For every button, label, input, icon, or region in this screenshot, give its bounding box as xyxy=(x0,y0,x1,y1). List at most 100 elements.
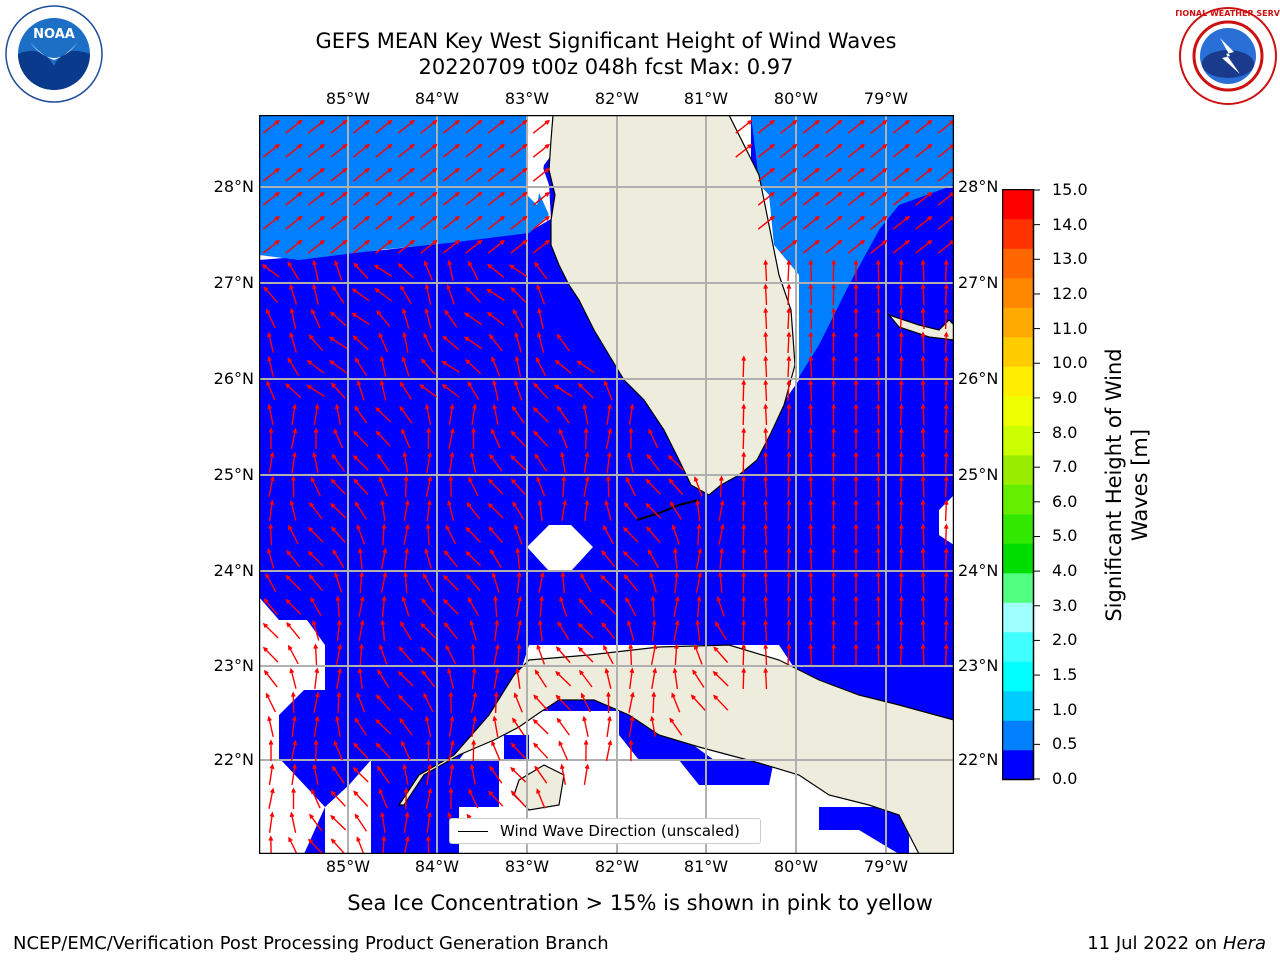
wave-arrow xyxy=(492,403,499,425)
map-frame xyxy=(259,115,954,854)
wave-arrow xyxy=(510,478,526,495)
wave-arrow xyxy=(422,572,435,593)
wave-arrow xyxy=(466,574,481,592)
wave-arrow xyxy=(580,572,592,593)
colorbar-tick-label: 7.0 xyxy=(1052,457,1078,477)
wave-arrow xyxy=(831,331,837,354)
wave-arrow xyxy=(606,691,611,714)
wave-arrow xyxy=(556,333,570,352)
wave-arrow xyxy=(397,262,414,279)
wave-arrow xyxy=(604,667,612,689)
wave-arrow xyxy=(898,571,904,594)
wave-arrow xyxy=(780,119,798,134)
wave-arrow xyxy=(853,547,859,569)
wave-arrow xyxy=(763,595,769,618)
wave-arrow xyxy=(802,215,821,230)
wave-arrow xyxy=(487,239,506,254)
wave-arrow xyxy=(263,598,278,616)
wave-arrow xyxy=(381,523,387,546)
wave-arrow xyxy=(786,403,792,426)
wave-arrow xyxy=(741,403,747,426)
y-tick-label: 28°N xyxy=(958,177,999,196)
colorbar-box xyxy=(1002,219,1034,249)
wave-arrow xyxy=(329,360,348,374)
wave-arrow xyxy=(870,119,888,134)
wave-arrow xyxy=(306,384,325,397)
wave-arrow xyxy=(510,119,528,134)
wave-arrow xyxy=(291,763,297,786)
wave-arrow xyxy=(943,499,949,522)
wave-arrow xyxy=(875,547,881,570)
wave-arrow xyxy=(403,571,408,594)
wave-arrow xyxy=(330,526,346,543)
wave-arrow xyxy=(831,643,837,666)
wave-arrow xyxy=(487,502,504,519)
wave-arrow xyxy=(584,499,590,521)
wave-arrow xyxy=(763,379,769,402)
wave-arrow xyxy=(514,524,523,545)
wave-arrow xyxy=(825,119,843,134)
colorbar-box xyxy=(1002,543,1034,574)
wave-arrow xyxy=(741,523,747,546)
wave-arrow xyxy=(628,691,635,713)
title-line-2: 20220709 t00z 048h fcst Max: 0.97 xyxy=(418,55,794,79)
wave-arrow xyxy=(426,427,432,450)
wave-arrow xyxy=(313,691,320,713)
wave-arrow xyxy=(491,428,501,449)
wave-arrow xyxy=(510,742,526,759)
wave-arrow xyxy=(555,670,572,687)
wave-arrow xyxy=(423,260,433,281)
wave-arrow xyxy=(786,499,792,522)
wave-arrow xyxy=(288,644,299,665)
x-tick-label: 80°W xyxy=(773,857,819,876)
wave-arrow xyxy=(786,643,792,666)
wave-arrow xyxy=(712,670,729,687)
wave-arrow xyxy=(285,215,303,230)
wave-arrow xyxy=(847,239,866,254)
wave-arrow xyxy=(898,523,904,546)
wave-arrow xyxy=(397,694,414,711)
wave-arrow xyxy=(628,403,635,426)
wave-arrow xyxy=(445,644,457,665)
wave-arrow xyxy=(645,526,661,544)
wave-arrow xyxy=(786,355,792,378)
wave-arrow xyxy=(712,694,729,711)
wave-arrow xyxy=(488,790,504,807)
wave-arrow xyxy=(870,143,888,158)
wave-arrow xyxy=(920,619,926,642)
y-tick-label: 23°N xyxy=(958,656,999,675)
wave-arrow xyxy=(380,619,386,641)
wave-arrow xyxy=(875,499,881,522)
wave-arrow xyxy=(780,143,798,158)
wave-arrow xyxy=(448,763,455,786)
wave-arrow xyxy=(359,643,364,666)
wave-arrow xyxy=(467,381,480,400)
wave-arrow xyxy=(603,380,613,401)
wave-arrow xyxy=(853,523,859,545)
wave-arrow xyxy=(442,119,461,134)
wave-arrow xyxy=(915,143,933,158)
wave-arrow xyxy=(352,191,371,206)
wave-arrow xyxy=(786,475,792,498)
wave-arrow xyxy=(402,451,409,474)
wave-arrow xyxy=(561,499,567,521)
wave-arrow xyxy=(668,478,684,495)
legend-line-sample xyxy=(458,831,488,832)
wave-arrow xyxy=(357,547,363,569)
wave-arrow xyxy=(448,451,455,473)
wave-arrow xyxy=(468,476,479,497)
wave-arrow xyxy=(307,526,324,543)
wave-arrow xyxy=(287,261,300,280)
wave-arrow xyxy=(397,167,416,182)
wave-arrow xyxy=(380,811,386,834)
y-tick-label: 26°N xyxy=(958,369,999,388)
wave-arrow xyxy=(441,384,460,398)
wave-arrow xyxy=(493,691,499,714)
wave-arrow xyxy=(741,619,747,642)
wave-arrow xyxy=(448,475,454,498)
wave-arrow xyxy=(831,307,837,330)
colorbar-box xyxy=(1002,720,1034,751)
wave-arrow xyxy=(266,547,275,569)
wave-arrow xyxy=(536,476,546,497)
wave-arrow xyxy=(398,646,414,664)
